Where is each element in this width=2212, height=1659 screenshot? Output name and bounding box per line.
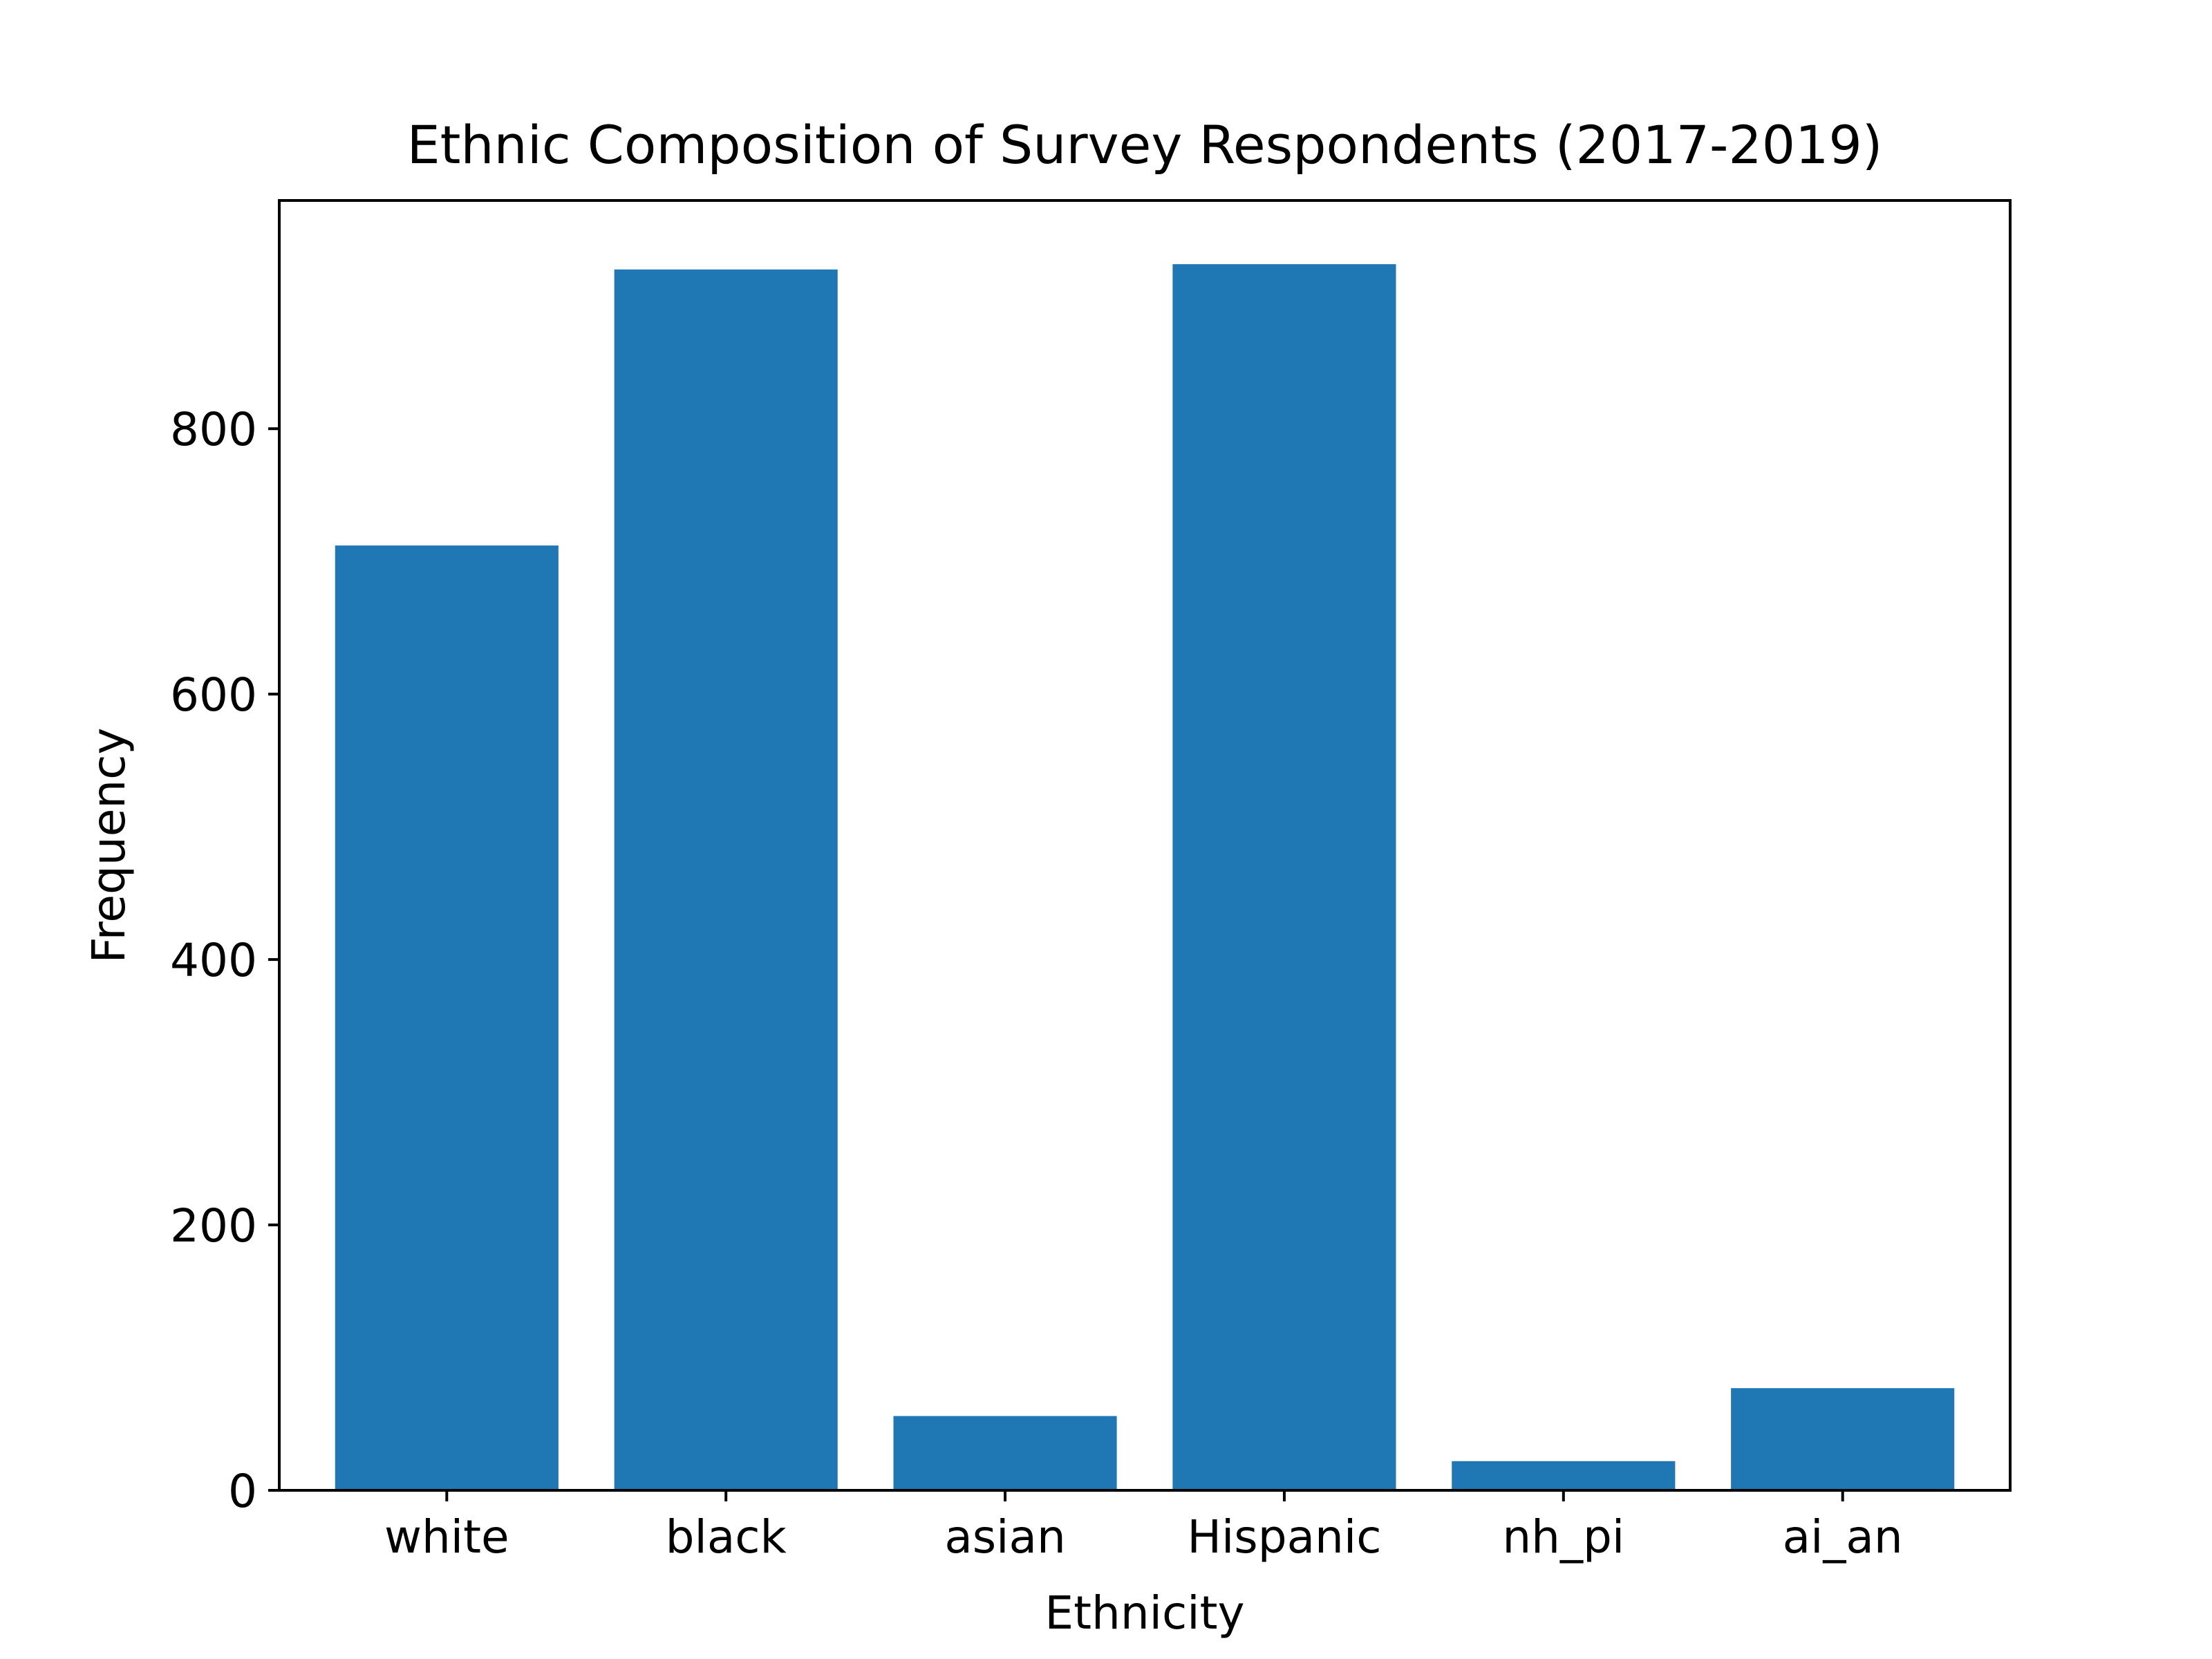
bar-nh_pi — [1452, 1461, 1676, 1490]
y-ticks-group: 0 200 400 600 800 — [170, 403, 279, 1518]
bar-ai_an — [1731, 1388, 1955, 1490]
x-tick-label: Hispanic — [1187, 1510, 1381, 1564]
y-tick-label: 400 — [170, 934, 257, 987]
x-tick-label: asian — [944, 1510, 1065, 1564]
bars-group — [335, 264, 1955, 1491]
y-tick-label: 200 — [170, 1199, 257, 1253]
x-tick-label: nh_pi — [1502, 1510, 1624, 1564]
x-axis-label: Ethnicity — [1044, 1586, 1244, 1640]
bar-black — [614, 269, 838, 1490]
bar-white — [335, 545, 559, 1491]
chart-title: Ethnic Composition of Survey Respondents… — [407, 114, 1883, 176]
y-tick-label: 600 — [170, 668, 257, 722]
x-tick-label: white — [384, 1510, 509, 1564]
x-tick-label: ai_an — [1783, 1510, 1903, 1564]
bar-Hispanic — [1172, 264, 1396, 1490]
plot-frame — [278, 199, 2012, 1492]
x-tick-label: black — [666, 1510, 787, 1564]
y-tick-label: 0 — [228, 1465, 257, 1518]
y-tick-label: 800 — [170, 403, 257, 456]
x-ticks-group: white black asian Hispanic nh_pi ai_an — [384, 1490, 1903, 1564]
bar-asian — [893, 1416, 1117, 1490]
y-axis-label: Frequency — [82, 728, 135, 964]
